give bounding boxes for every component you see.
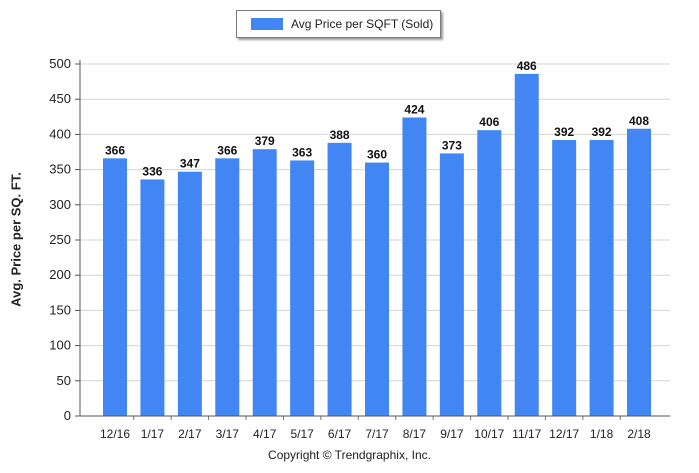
data-label: 408 <box>629 114 649 128</box>
bar <box>514 73 539 416</box>
y-tick-label: 200 <box>49 267 71 282</box>
x-tick-label: 11/17 <box>512 427 541 441</box>
y-tick-label: 500 <box>49 56 71 71</box>
data-label: 388 <box>330 128 350 142</box>
x-tick-label: 12/17 <box>549 427 579 441</box>
y-axis-ticks: 0 50 100 150 200 250 300 350 400 450 500 <box>49 56 80 423</box>
legend-label: Avg Price per SQFT (Sold) <box>291 17 434 31</box>
bar <box>589 140 614 417</box>
legend: Avg Price per SQFT (Sold) <box>236 10 441 38</box>
x-tick-label: 8/17 <box>403 427 427 441</box>
x-tick-label: 3/17 <box>216 427 240 441</box>
y-tick-label: 150 <box>49 302 71 317</box>
legend-swatch <box>251 18 283 30</box>
x-axis-ticks: 12/16 1/17 2/17 3/17 4/17 5/17 6/17 7/17 8/17 9/1… <box>100 416 651 441</box>
data-labels: 366 336 347 366 379 363 388 360 424 373 406 486 392 3… <box>105 59 649 179</box>
y-tick-label: 250 <box>49 232 71 247</box>
bars <box>103 73 652 417</box>
x-tick-label: 2/17 <box>178 427 202 441</box>
data-label: 392 <box>592 125 612 139</box>
x-tick-label: 1/18 <box>590 427 614 441</box>
bar <box>627 128 652 416</box>
y-tick-label: 0 <box>64 408 71 423</box>
data-label: 366 <box>217 143 237 157</box>
axes <box>79 60 670 417</box>
data-label: 392 <box>554 125 574 139</box>
y-tick-label: 100 <box>49 338 71 353</box>
data-label: 363 <box>292 145 312 159</box>
x-tick-label: 5/17 <box>290 427 314 441</box>
x-tick-label: 9/17 <box>440 427 464 441</box>
data-label: 373 <box>442 138 462 152</box>
y-tick-label: 450 <box>49 91 71 106</box>
bar <box>177 171 202 416</box>
bar <box>215 158 240 416</box>
bar <box>252 149 277 416</box>
data-label: 347 <box>180 157 200 171</box>
x-tick-label: 7/17 <box>365 427 389 441</box>
x-tick-label: 1/17 <box>141 427 165 441</box>
data-label: 379 <box>255 134 275 148</box>
bar <box>402 117 427 416</box>
y-tick-label: 350 <box>49 162 71 177</box>
data-label: 486 <box>517 59 537 73</box>
data-label: 424 <box>404 103 424 117</box>
bar <box>365 162 390 416</box>
data-label: 366 <box>105 143 125 157</box>
x-tick-label: 4/17 <box>253 427 277 441</box>
bar <box>439 153 464 416</box>
y-tick-label: 400 <box>49 126 71 141</box>
bar <box>327 142 352 416</box>
data-label: 336 <box>142 164 162 178</box>
bar <box>140 179 165 416</box>
bar <box>477 130 502 416</box>
x-tick-label: 2/18 <box>627 427 651 441</box>
y-tick-label: 300 <box>49 197 71 212</box>
x-tick-label: 6/17 <box>328 427 352 441</box>
copyright-footer: Copyright © Trendgraphix, Inc. <box>268 448 431 462</box>
x-tick-label: 12/16 <box>100 427 130 441</box>
y-tick-label: 50 <box>57 373 71 388</box>
bar <box>290 160 315 416</box>
x-tick-label: 10/17 <box>474 427 504 441</box>
bar <box>103 158 127 416</box>
bar <box>552 140 577 417</box>
data-label: 360 <box>367 148 387 162</box>
data-label: 406 <box>479 115 499 129</box>
